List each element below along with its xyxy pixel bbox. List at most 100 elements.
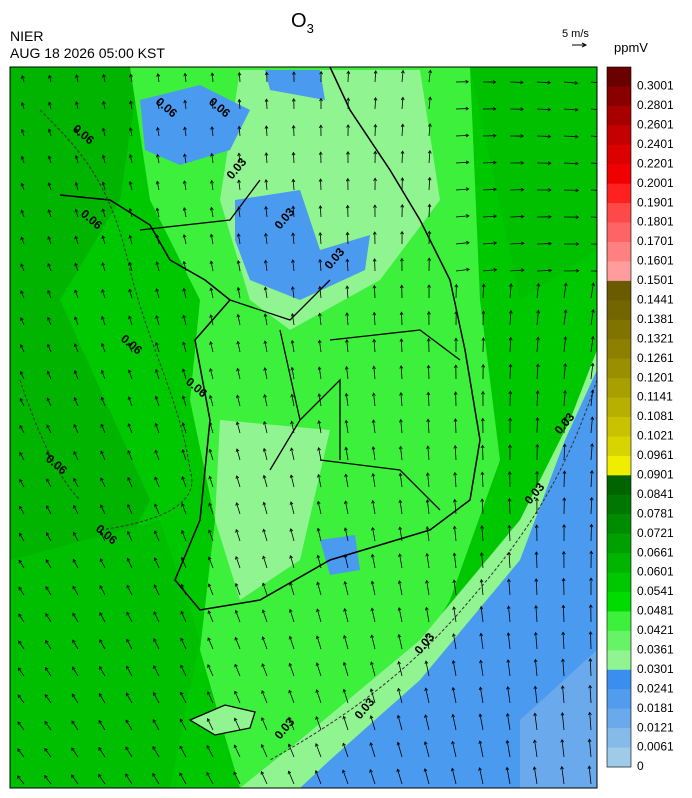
wind-arrow <box>98 693 106 704</box>
wind-arrow <box>264 367 268 380</box>
wind-arrow <box>20 371 25 380</box>
wind-arrow <box>318 393 322 407</box>
contour-006 <box>39 109 193 531</box>
colorbar-label: 0.1601 <box>637 254 674 268</box>
wind-arrow <box>128 369 133 380</box>
wind-arrow <box>47 263 52 272</box>
wind-arrow <box>101 343 106 353</box>
wind-arrow <box>125 719 133 731</box>
wind-arrowhead <box>508 390 513 395</box>
wind-arrow <box>47 371 52 380</box>
wind-arrowhead <box>400 257 404 262</box>
wind-arrowhead <box>506 659 511 663</box>
wind-arrow <box>73 478 79 488</box>
wind-arrowhead <box>156 126 160 131</box>
wind-arrowhead <box>370 553 375 558</box>
wind-arrowhead <box>101 181 106 186</box>
wind-arrow <box>48 182 52 191</box>
wind-arrow <box>236 422 241 434</box>
wind-arrow <box>75 74 79 83</box>
colorbar-label: 0.1501 <box>637 273 674 287</box>
wind-arrow <box>183 315 187 326</box>
wind-arrow <box>479 767 484 785</box>
wind-arrow <box>454 499 457 515</box>
wind-arrowhead <box>47 128 52 133</box>
wind-arrowhead <box>18 613 22 618</box>
wind-arrowhead <box>481 364 486 368</box>
wind-arrow <box>290 555 295 569</box>
wind-arrowhead <box>427 149 432 154</box>
wind-arrowhead <box>129 73 133 78</box>
wind-arrowhead <box>426 391 431 396</box>
wind-arrowhead <box>507 497 512 502</box>
colorbar-label: 0.0601 <box>637 565 674 579</box>
wind-arrow <box>154 504 160 515</box>
wind-arrow <box>481 472 484 488</box>
wind-arrow <box>152 773 160 785</box>
wind-arrow <box>238 153 241 164</box>
wind-arrowhead <box>603 162 606 165</box>
wind-arrow <box>264 340 268 353</box>
wind-arrow <box>100 451 106 461</box>
wind-arrow <box>234 664 241 677</box>
wind-arrow <box>509 498 511 515</box>
wind-arrow <box>372 527 376 542</box>
wind-arrowhead <box>291 98 296 102</box>
wind-arrowhead <box>428 123 432 127</box>
wind-arrowhead <box>590 362 595 367</box>
wind-arrow <box>264 394 268 407</box>
wind-arrowhead <box>46 370 51 375</box>
wind-arrowhead <box>208 502 212 507</box>
wind-arrow <box>534 740 538 758</box>
wind-arrowhead <box>507 524 512 529</box>
wind-arrow <box>127 477 133 488</box>
wind-arrowhead <box>264 125 269 129</box>
wind-arrow <box>265 233 268 245</box>
wind-arrowhead <box>183 72 188 77</box>
wind-arrow <box>45 586 52 596</box>
wind-arrowhead <box>237 206 241 210</box>
wind-arrow <box>372 446 376 461</box>
wind-arrow <box>182 395 187 407</box>
wind-arrow <box>74 343 79 353</box>
wind-arrowhead <box>236 233 241 237</box>
wind-scale: 5 m/s <box>562 28 589 40</box>
wind-arrow <box>157 127 160 137</box>
wind-arrowhead <box>71 720 75 725</box>
wind-arrow <box>509 364 511 380</box>
wind-arrow <box>509 216 524 218</box>
wind-arrow <box>318 420 322 434</box>
colorbar-bin <box>607 300 631 321</box>
wind-arrowhead <box>288 662 293 667</box>
wind-arrow <box>261 744 268 758</box>
wind-arrowhead <box>479 552 484 556</box>
wind-arrowhead <box>263 313 268 318</box>
wind-arrowhead <box>318 231 323 236</box>
wind-arrow <box>126 585 133 596</box>
wind-arrowhead <box>153 665 157 669</box>
wind-arrowhead <box>343 554 348 558</box>
wind-arrow <box>180 638 187 650</box>
wind-arrowhead <box>575 215 580 220</box>
wind-arrowhead <box>181 529 185 534</box>
wind-arrow <box>343 635 349 650</box>
wind-arrow <box>73 505 79 515</box>
wind-arrowhead <box>208 448 213 453</box>
wind-arrow <box>180 611 187 623</box>
wind-arrowhead <box>155 341 159 346</box>
wind-arrow <box>319 259 322 272</box>
wind-arrow <box>563 81 578 84</box>
wind-arrowhead <box>72 666 76 671</box>
wind-arrow <box>315 770 322 785</box>
wind-arrowhead <box>127 369 132 374</box>
wind-arrow <box>71 774 79 785</box>
wind-arrowhead <box>398 499 403 504</box>
wind-arrow <box>209 368 214 380</box>
wind-arrow <box>480 633 484 650</box>
wind-arrow <box>155 396 160 407</box>
wind-arrowhead <box>507 578 511 583</box>
wind-arrowhead <box>315 743 319 747</box>
wind-arrow <box>290 528 295 542</box>
wind-arrow <box>266 99 268 110</box>
wind-arrow <box>48 209 52 218</box>
